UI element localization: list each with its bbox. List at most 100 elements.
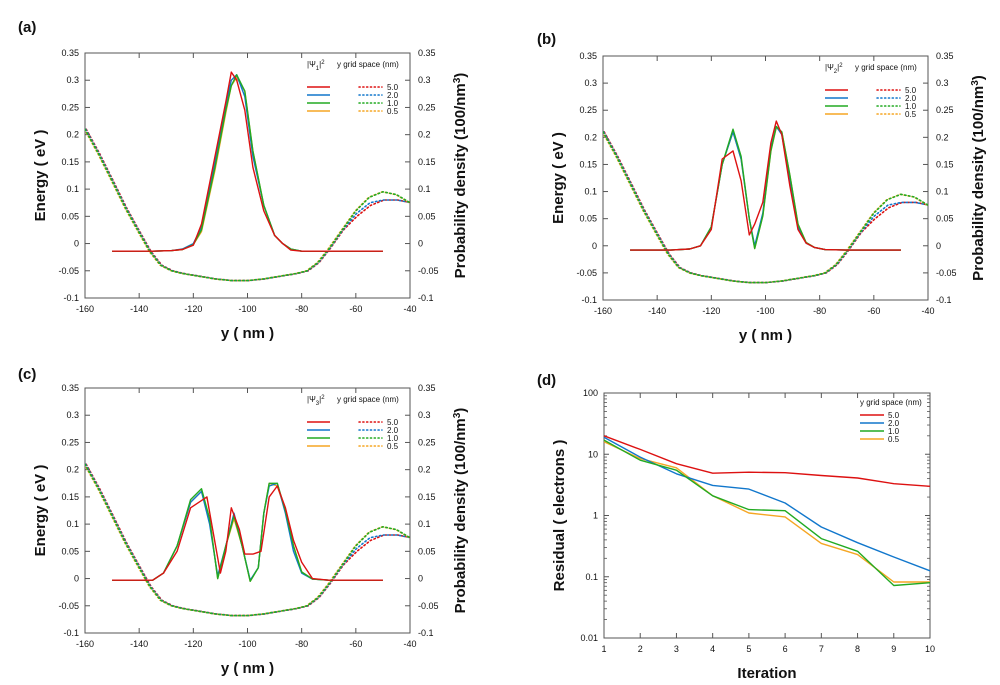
y-tick-label: 0.35 — [61, 48, 79, 58]
y2-tick-label: 0 — [418, 574, 423, 584]
potential-curve-green — [603, 131, 928, 284]
y2-label-main: Probability density (100/nm — [452, 83, 469, 278]
legend-label: 0.5 — [905, 110, 917, 119]
y2-tick-label: 0.3 — [418, 410, 431, 420]
y2-label-end: ) — [452, 408, 469, 413]
y-axis-label: Energy ( eV ) — [32, 465, 49, 557]
legend-psi-sup: 2 — [321, 395, 325, 401]
y-tick-label: 0.2 — [66, 130, 79, 140]
y2-tick-label: 0.3 — [418, 75, 431, 85]
y2-tick-label: -0.1 — [936, 295, 952, 305]
y2-label-sup: 3 — [452, 77, 463, 83]
y2-tick-label: 0.05 — [418, 211, 436, 221]
legend-label: 1.0 — [905, 102, 917, 111]
legend-label: 0.5 — [888, 435, 900, 444]
x-tick-label: -80 — [295, 304, 308, 314]
legend: |Ψ2|2 y grid space (nm)5.02.01.00.5 — [825, 63, 917, 119]
y-tick-label: 0.35 — [579, 51, 597, 61]
y2-tick-label: 0.15 — [418, 157, 436, 167]
y2-tick-label: 0.25 — [936, 105, 954, 115]
legend-psi-header: |Ψ1|2 — [307, 60, 325, 72]
x-tick-label: 3 — [674, 644, 679, 654]
legend-psi-post: | — [319, 395, 321, 404]
legend-psi-sup: 2 — [321, 60, 325, 66]
y-tick-label: 0.35 — [61, 383, 79, 393]
y-tick-label: -0.05 — [58, 601, 79, 611]
y-tick-label: 0.05 — [61, 211, 79, 221]
y-axis-label: Energy ( eV ) — [32, 130, 49, 222]
y-tick-label: 10 — [588, 449, 598, 459]
y-tick-label: 0.1 — [585, 572, 598, 582]
y-tick-label: -0.1 — [581, 295, 597, 305]
y2-tick-label: 0.25 — [418, 102, 436, 112]
y-tick-label: 0.01 — [580, 633, 598, 643]
y2-tick-label: 0.25 — [418, 437, 436, 447]
y2-tick-label: 0.3 — [936, 78, 949, 88]
legend-label: 0.5 — [387, 442, 399, 451]
series-line-5-0 — [112, 71, 383, 252]
y-tick-label: 0.25 — [579, 105, 597, 115]
legend-psi-header: |Ψ3|2 — [307, 395, 325, 407]
y2-label-end: ) — [452, 73, 469, 78]
y-axis-label: Residual ( electrons ) — [551, 440, 568, 592]
x-tick-label: 9 — [891, 644, 896, 654]
series-line-5-0 — [603, 435, 931, 487]
x-tick-label: -160 — [76, 639, 94, 649]
y-tick-label: -0.1 — [63, 293, 79, 303]
y2-tick-label: 0.2 — [936, 132, 949, 142]
legend-label: 5.0 — [387, 418, 399, 427]
y-axis-label: Energy ( eV ) — [550, 132, 567, 224]
y2-tick-label: -0.1 — [418, 628, 434, 638]
x-tick-label: 5 — [746, 644, 751, 654]
legend: |Ψ3|2 y grid space (nm) 5.02.01.00.5 — [307, 395, 399, 451]
x-tick-label: 2 — [638, 644, 643, 654]
y2-tick-label: 0.35 — [418, 383, 436, 393]
y-tick-label: 0.05 — [579, 214, 597, 224]
series-line-5-0 — [112, 485, 383, 581]
y-tick-label: 0.3 — [584, 78, 597, 88]
y-tick-label: 0 — [592, 241, 597, 251]
legend-label: 1.0 — [387, 434, 399, 443]
y2-tick-label: -0.1 — [418, 293, 434, 303]
potential-curve-orange — [85, 128, 410, 282]
x-tick-label: -40 — [403, 304, 416, 314]
y-tick-label: 0.1 — [66, 184, 79, 194]
y2-tick-label: 0.1 — [418, 184, 431, 194]
x-tick-label: -140 — [648, 306, 666, 316]
legend-label: 5.0 — [387, 83, 399, 92]
legend-psi-sub: 1 — [316, 66, 320, 72]
y2-tick-label: 0.15 — [418, 492, 436, 502]
panel-label: (a) — [18, 19, 36, 36]
legend-title: y grid space (nm) — [337, 395, 399, 404]
series-line-1-0 — [112, 482, 383, 582]
x-tick-label: -120 — [184, 639, 202, 649]
legend-label: 5.0 — [905, 86, 917, 95]
legend-title: y grid space (nm) — [855, 63, 917, 72]
legend: |Ψ1|2 y grid space (nm) 5.02.01.00.5 — [307, 60, 399, 116]
y-tick-label: 0 — [74, 574, 79, 584]
x-tick-label: 4 — [710, 644, 715, 654]
potential-curve-orange — [603, 131, 928, 284]
y2-tick-label: 0.1 — [936, 187, 949, 197]
series-line-1-0 — [603, 439, 931, 587]
y2-tick-label: 0.35 — [418, 48, 436, 58]
legend-title: y grid space (nm) — [337, 60, 399, 69]
y-tick-label: 0.15 — [579, 159, 597, 169]
legend-psi-pre: |Ψ — [825, 63, 834, 72]
y2-tick-label: -0.05 — [418, 266, 439, 276]
legend-psi-post: | — [319, 60, 321, 69]
legend-label: 5.0 — [888, 411, 900, 420]
y2-axis-label: Probability density (100/nm3) — [452, 408, 470, 614]
y2-axis-label: Probability density (100/nm3) — [970, 75, 988, 281]
x-tick-label: 1 — [601, 644, 606, 654]
legend-psi-sup: 2 — [839, 63, 843, 69]
chart-panel-4: (d) 1 2 3 4 5 6 7 8 9 10 0.01 0.1 1 10 100 Iteration Resi… — [537, 372, 935, 682]
y2-label-main: Probability density (100/nm — [452, 418, 469, 613]
x-tick-label: 10 — [925, 644, 935, 654]
y2-tick-label: 0.2 — [418, 465, 431, 475]
x-tick-label: 8 — [855, 644, 860, 654]
y-tick-label: -0.05 — [58, 266, 79, 276]
y2-tick-label: 0 — [936, 241, 941, 251]
x-tick-label: -80 — [813, 306, 826, 316]
y-tick-label: 0.25 — [61, 437, 79, 447]
